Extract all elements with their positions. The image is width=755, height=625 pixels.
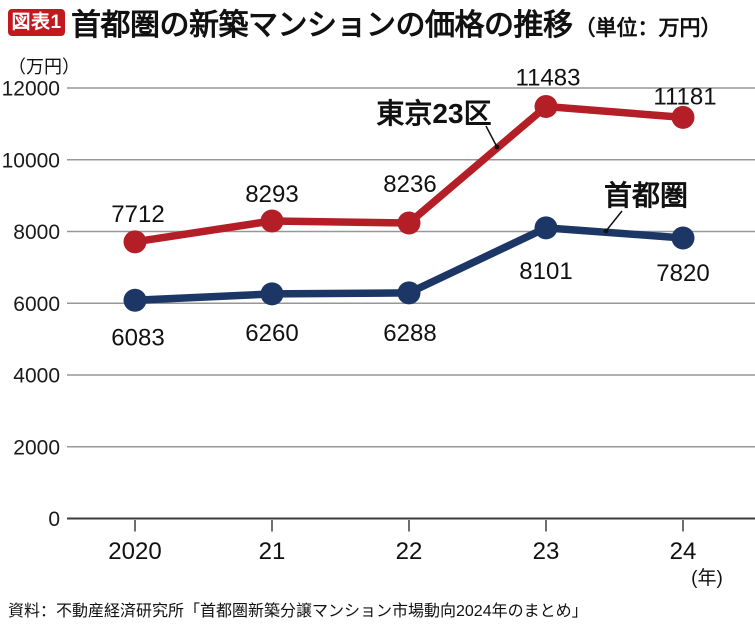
y-axis-unit-label: （万円） [8, 57, 80, 77]
data-point [123, 288, 147, 312]
annotation-callout-line [485, 125, 498, 148]
title-unit-note: （単位：万円） [574, 17, 722, 40]
data-label: 8293 [245, 181, 298, 208]
y-tick-label: 2000 [13, 436, 60, 459]
x-tick-label: 22 [396, 538, 423, 565]
y-tick-label: 8000 [13, 221, 60, 244]
data-label: 8101 [519, 258, 572, 285]
x-tick-label: 21 [259, 538, 286, 565]
x-axis-unit-label: (年) [691, 567, 723, 589]
figure-badge: 図表1 [8, 9, 65, 36]
data-point [534, 216, 558, 240]
annotation-callout-dot [603, 228, 609, 234]
data-point [123, 230, 147, 254]
data-point [534, 95, 558, 119]
data-label: 11181 [653, 83, 716, 110]
y-tick-label: 10000 [2, 149, 60, 172]
data-point [671, 105, 695, 129]
x-tick-label: 2020 [108, 538, 161, 565]
data-label: 6260 [245, 320, 298, 347]
x-tick-label: 24 [670, 538, 697, 565]
data-point [260, 282, 284, 306]
y-tick-label: 6000 [13, 293, 60, 316]
annotation-callout-line [605, 210, 623, 232]
data-label: 11483 [516, 65, 581, 92]
data-label: 6083 [111, 324, 164, 351]
x-tick-label: 23 [533, 538, 560, 565]
series-name-label: 首都圏 [604, 180, 688, 211]
page-title: 首都圏の新築マンションの価格の推移 [71, 9, 573, 42]
data-point [397, 211, 421, 235]
data-point [260, 209, 284, 233]
data-label: 7820 [656, 260, 709, 287]
annotation-callout-dot [494, 144, 500, 150]
data-point [671, 226, 695, 250]
data-label: 8236 [383, 171, 436, 198]
y-tick-label: 12000 [2, 78, 60, 101]
chart-header: 首都圏の新築マンションの価格の推移 （単位：万円） [71, 0, 722, 44]
source-note: 資料：不動産経済研究所「首都圏新築分譲マンション市場動向2024年のまとめ」 [8, 603, 588, 620]
data-label: 7712 [111, 201, 164, 228]
y-tick-label: 4000 [13, 365, 60, 388]
series-name-label: 東京23区 [376, 97, 491, 129]
y-tick-label: 0 [48, 508, 60, 531]
data-point [397, 281, 421, 305]
data-label: 6288 [383, 320, 436, 347]
